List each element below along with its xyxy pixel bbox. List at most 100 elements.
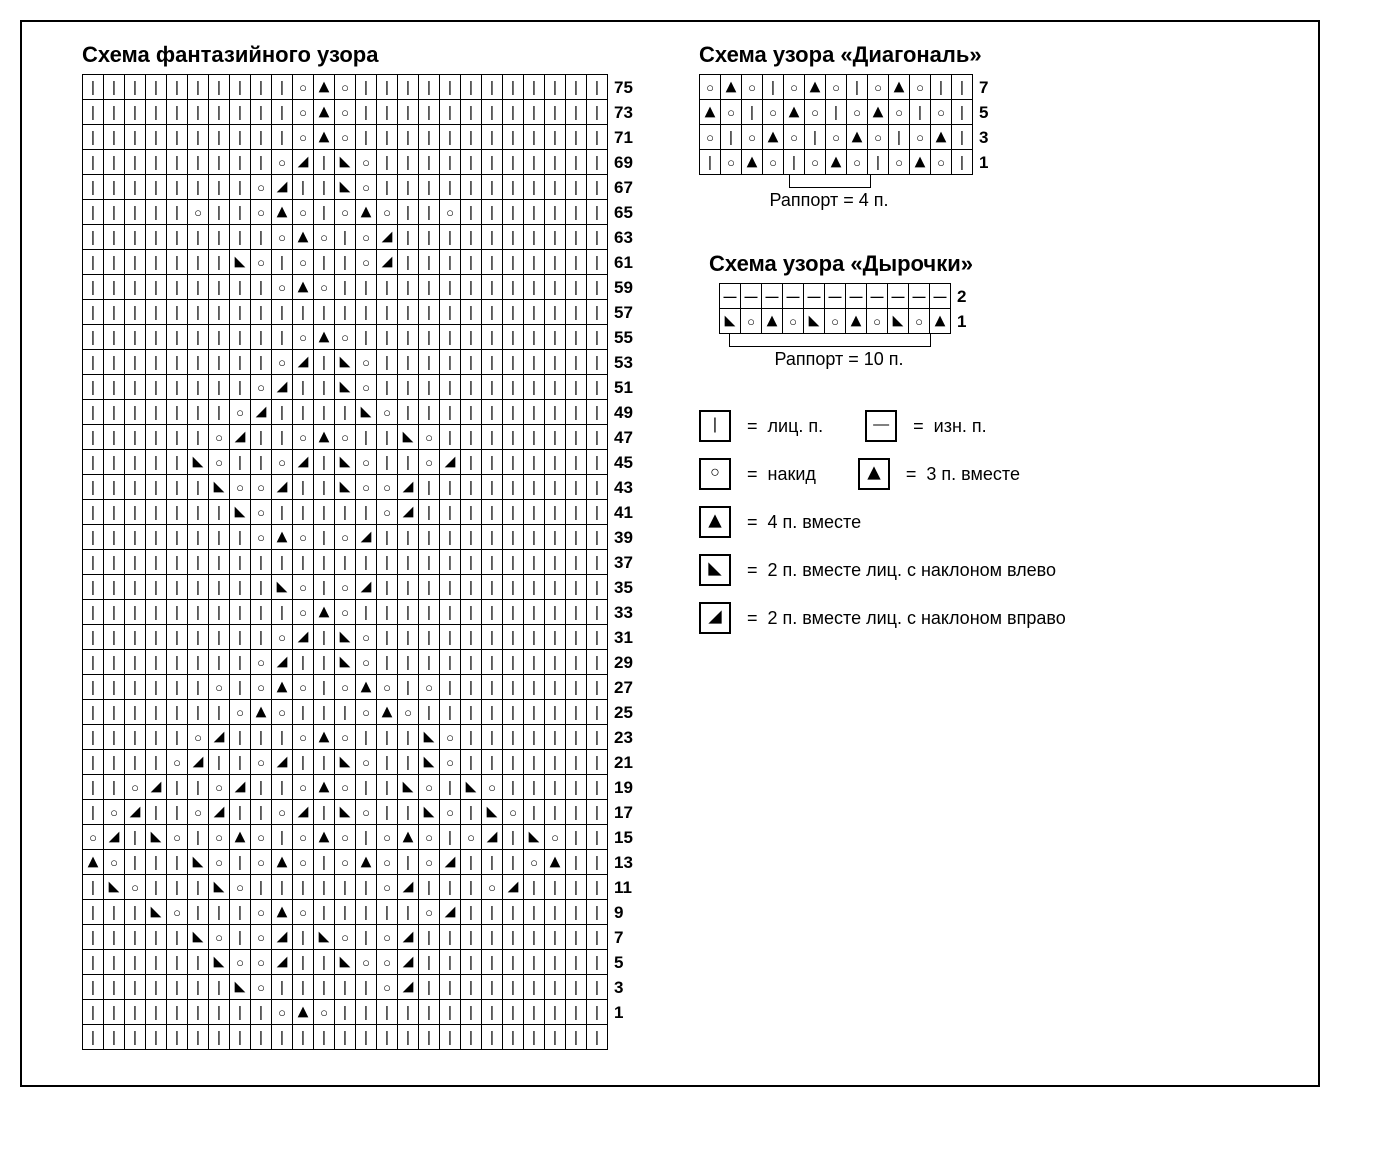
chart-cell: [335, 950, 356, 975]
chart-cell: [146, 650, 167, 675]
chart-cell: [545, 150, 566, 175]
chart-cell: [419, 150, 440, 175]
chart-cell: [868, 150, 889, 175]
chart-cell: [167, 300, 188, 325]
chart-cell: [461, 175, 482, 200]
chart-cell: [293, 225, 314, 250]
chart-cell: [461, 500, 482, 525]
chart-cell: [146, 300, 167, 325]
chart-cell: [83, 375, 104, 400]
chart-cell: [826, 125, 847, 150]
chart-cell: [461, 425, 482, 450]
chart-cell: [419, 1025, 440, 1050]
chart-cell: [146, 1000, 167, 1025]
chart-cell: [83, 225, 104, 250]
chart-cell: [83, 875, 104, 900]
chart-cell: [398, 225, 419, 250]
chart-cell: [398, 575, 419, 600]
chart-cell: [482, 725, 503, 750]
chart-cell: [146, 450, 167, 475]
chart-cell: [230, 975, 251, 1000]
chart-cell: [482, 375, 503, 400]
chart-cell: [104, 350, 125, 375]
chart-cell: [125, 200, 146, 225]
chart-cell: [314, 125, 335, 150]
row-label: 15: [608, 825, 649, 850]
chart-cell: [524, 450, 545, 475]
chart-cell: [503, 150, 524, 175]
row-label: 11: [608, 875, 649, 900]
chart-cell: [293, 875, 314, 900]
chart-cell: [461, 775, 482, 800]
chart-cell: [503, 500, 524, 525]
chart-cell: [398, 100, 419, 125]
chart-cell: [272, 525, 293, 550]
chart-cell: [440, 150, 461, 175]
chart-cell: [587, 250, 608, 275]
chart-cell: [419, 400, 440, 425]
chart-cell: [167, 850, 188, 875]
chart-cell: [167, 875, 188, 900]
chart-cell: [419, 475, 440, 500]
chart-cell: [104, 1000, 125, 1025]
chart-cell: [503, 800, 524, 825]
chart-cell: [125, 625, 146, 650]
chart-cell: [524, 825, 545, 850]
chart-cell: [356, 925, 377, 950]
chart-cell: [482, 900, 503, 925]
chart-cell: [146, 700, 167, 725]
chart-cell: [784, 150, 805, 175]
chart-cell: [356, 325, 377, 350]
chart-cell: [545, 375, 566, 400]
chart-cell: [377, 800, 398, 825]
chart-cell: [587, 600, 608, 625]
chart-cell: [720, 284, 741, 309]
row-label: 75: [608, 75, 649, 100]
chart-cell: [335, 600, 356, 625]
chart-cell: [566, 700, 587, 725]
row-label: 41: [608, 500, 649, 525]
chart-cell: [587, 650, 608, 675]
chart-cell: [461, 75, 482, 100]
chart-cell: [398, 625, 419, 650]
chart-cell: [867, 309, 888, 334]
chart-cell: [440, 1000, 461, 1025]
chart-cell: [826, 75, 847, 100]
chart-cell: [566, 475, 587, 500]
chart-cell: [587, 525, 608, 550]
chart-cell: [230, 225, 251, 250]
row-label: 21: [608, 750, 649, 775]
chart-cell: [167, 175, 188, 200]
chart-cell: [104, 650, 125, 675]
row-label: 37: [608, 550, 649, 575]
chart-cell: [587, 575, 608, 600]
chart-cell: [230, 300, 251, 325]
legend-label: лиц. п.: [768, 416, 824, 437]
chart-cell: [251, 775, 272, 800]
chart-cell: [83, 300, 104, 325]
chart-cell: [167, 400, 188, 425]
chart-cell: [356, 475, 377, 500]
chart-cell: [314, 600, 335, 625]
chart-cell: [720, 309, 741, 334]
chart-cell: [167, 1000, 188, 1025]
chart-cell: [762, 309, 783, 334]
chart-cell: [125, 925, 146, 950]
chart-cell: [230, 250, 251, 275]
chart-cell: [440, 500, 461, 525]
chart-cell: [587, 1000, 608, 1025]
chart-cell: [419, 700, 440, 725]
chart-cell: [188, 425, 209, 450]
row-label: 65: [608, 200, 649, 225]
chart-cell: [440, 425, 461, 450]
chart-cell: [230, 75, 251, 100]
chart-cell: [763, 100, 784, 125]
chart-cell: [524, 225, 545, 250]
chart-cell: [545, 350, 566, 375]
chart-cell: [251, 675, 272, 700]
chart-cell: [293, 75, 314, 100]
chart-cell: [251, 400, 272, 425]
chart-cell: [440, 700, 461, 725]
chart-cell: [230, 700, 251, 725]
chart-cell: [209, 200, 230, 225]
